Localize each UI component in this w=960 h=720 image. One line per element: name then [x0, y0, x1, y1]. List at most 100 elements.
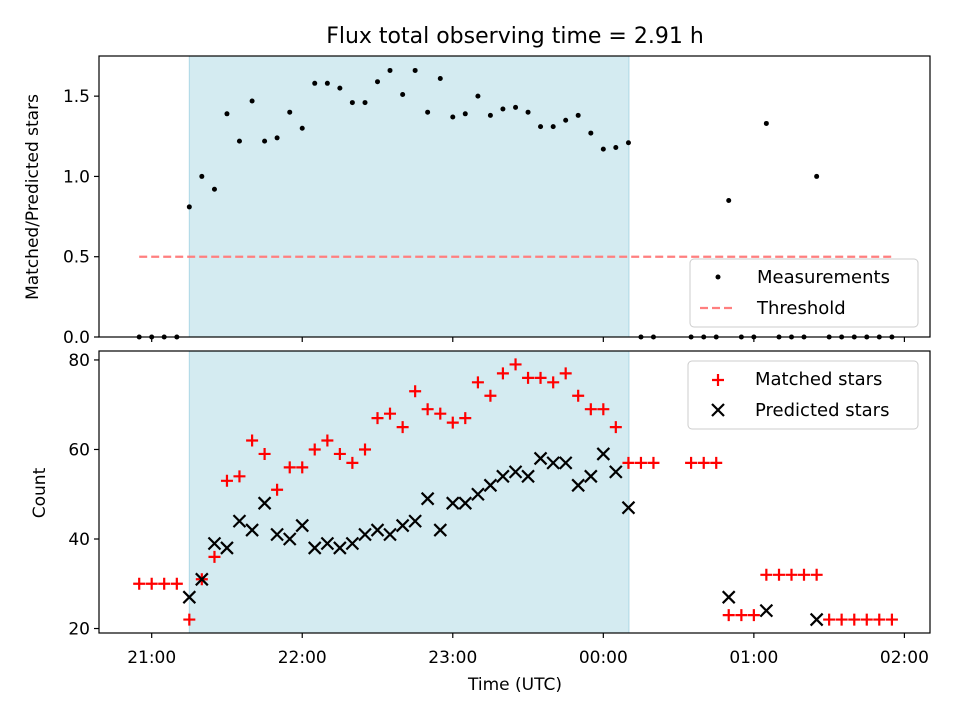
measurement-point — [500, 106, 506, 112]
matched-star-point — [823, 613, 836, 626]
measurement-point — [312, 80, 318, 86]
predicted-star-point — [207, 536, 222, 551]
matched-star-point — [484, 389, 497, 402]
top-legend-box — [689, 258, 919, 328]
predicted-star-point — [195, 572, 209, 587]
x-axis-label: Time (UTC) — [467, 675, 562, 695]
measurement-point — [375, 79, 381, 85]
matched-star-point — [773, 568, 786, 581]
predicted-star-point — [609, 465, 623, 479]
measurement-point — [412, 67, 418, 73]
predicted-star-point — [320, 536, 335, 551]
top-axes: 0.0 0.5 1.0 1.5 — [63, 87, 906, 348]
matched-star-point — [584, 403, 597, 416]
matched-star-point — [797, 568, 810, 581]
bottom-x-tick-label: 01:00 — [729, 648, 778, 668]
matched-star-point — [170, 577, 183, 590]
measurement-point — [538, 124, 544, 130]
predicted-star-point — [721, 590, 736, 604]
top-y-axis-label: Matched/Predicted stars — [23, 94, 43, 300]
measurement-point — [249, 98, 255, 104]
matched-star-point — [685, 456, 698, 469]
matched-star-point — [333, 447, 346, 460]
predicted-star-point — [333, 541, 347, 555]
matched-star-point — [271, 483, 284, 496]
predicted-star-point — [584, 469, 598, 484]
matched-star-point — [283, 461, 296, 474]
matched-star-point — [697, 456, 710, 469]
predicted-star-point — [471, 487, 485, 502]
predicted-star-point — [257, 496, 272, 510]
measurement-point — [600, 146, 606, 152]
matched-star-point — [396, 421, 409, 434]
top-plot-frame — [98, 55, 931, 338]
measurement-point — [575, 112, 581, 118]
matched-star-point — [409, 385, 422, 398]
matched-star-point — [760, 568, 773, 581]
matched-star-point — [735, 609, 748, 622]
bottom-shaded-span — [188, 350, 630, 634]
predicted-star-point — [458, 496, 473, 510]
matched-star-point — [835, 613, 848, 626]
top-marks — [136, 67, 895, 340]
measurement-point — [550, 124, 556, 130]
measurement-point — [525, 109, 531, 115]
measurement-point — [387, 67, 393, 73]
predicted-star-point — [759, 603, 774, 618]
measurement-point — [625, 140, 631, 146]
predicted-star-point — [358, 527, 372, 542]
bottom-x-tick-label: 23:00 — [428, 648, 477, 668]
measurement-point — [400, 92, 406, 98]
matched-star-point — [860, 613, 873, 626]
bottom-y-tick-label: 80 — [68, 351, 90, 371]
predicted-star-point — [270, 527, 284, 542]
legend-label-predicted: Predicted stars — [755, 400, 889, 421]
matched-star-point — [421, 403, 434, 416]
matched-star-point — [321, 434, 334, 447]
matched-star-point — [873, 613, 886, 626]
top-y-tick-label: 1.0 — [63, 167, 90, 187]
bottom-marks — [133, 358, 898, 627]
matched-star-point — [848, 613, 861, 626]
predicted-star-point — [533, 451, 548, 466]
matched-star-point — [145, 577, 158, 590]
measurement-point — [588, 130, 594, 136]
matched-star-point — [308, 443, 321, 456]
matched-star-point — [384, 407, 397, 420]
legend-marker-predicted — [711, 403, 725, 417]
matched-star-point — [885, 613, 898, 626]
measurement-point — [513, 104, 519, 110]
measurement-point — [425, 109, 431, 115]
predicted-star-point — [295, 518, 310, 533]
measurement-point — [450, 114, 456, 120]
bottom-legend-box — [687, 360, 919, 430]
measurement-point — [726, 198, 732, 204]
bottom-x-tick-label: 00:00 — [579, 648, 628, 668]
measurement-point — [236, 138, 242, 144]
predicted-star-point — [232, 514, 247, 528]
matched-star-point — [496, 367, 509, 380]
top-y-tick-label: 1.5 — [63, 87, 90, 107]
top-shaded-span — [188, 55, 630, 338]
matched-star-point — [133, 577, 146, 590]
bottom-y-tick-label: 40 — [68, 530, 90, 550]
matched-star-point — [622, 456, 635, 469]
matched-star-point — [634, 456, 647, 469]
measurement-point — [287, 109, 293, 115]
measurement-point — [487, 112, 493, 118]
measurement-point — [262, 138, 268, 144]
legend-marker-measurements — [715, 274, 721, 280]
matched-star-point — [346, 456, 359, 469]
top-legend: Measurements Threshold — [689, 258, 919, 328]
measurement-point — [274, 135, 280, 141]
predicted-star-point — [809, 612, 824, 627]
predicted-star-point — [345, 536, 360, 551]
matched-star-point — [509, 358, 522, 371]
predicted-star-point — [546, 456, 560, 470]
predicted-star-point — [307, 541, 322, 555]
measurement-point — [349, 100, 355, 106]
matched-star-point — [522, 371, 535, 384]
top-panel: 0.0 0.5 1.0 1.5 Matched/Predicted stars Mea… — [23, 55, 931, 348]
measurement-point — [211, 186, 217, 192]
